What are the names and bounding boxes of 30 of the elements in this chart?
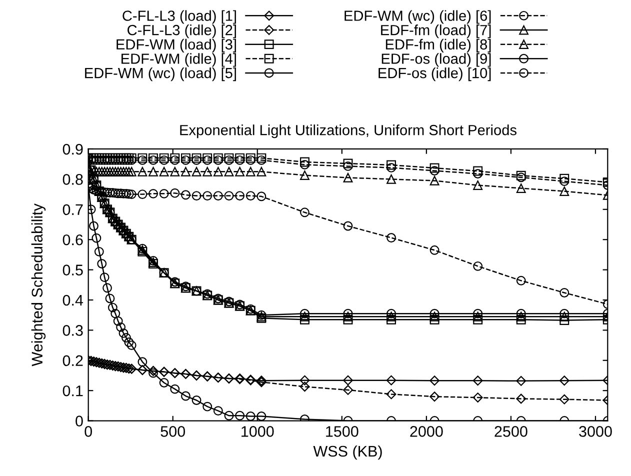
y-tick-label: 0.7 xyxy=(62,204,83,216)
y-tick-label: 0 xyxy=(76,416,83,426)
y-tick-label: 0.9 xyxy=(62,144,83,155)
chart-title: Exponential Light Utilizations, Uniform Short Periods xyxy=(180,124,516,138)
y-tick-label: 0.8 xyxy=(62,174,83,185)
legend-label: EDF-WM (wc) (load) [5] xyxy=(85,68,236,82)
y-axis-title: Weighted Schedulability xyxy=(31,204,46,366)
legend-label: EDF-WM (idle) [4] xyxy=(122,53,236,67)
x-tick-label: 1500 xyxy=(326,426,358,437)
legend-label: EDF-fm (load) [7] xyxy=(381,24,491,38)
x-axis-title: WSS (KB) xyxy=(313,445,382,460)
x-tick-label: 3000 xyxy=(579,426,612,437)
y-tick-label: 0.6 xyxy=(62,234,83,246)
legend-label: EDF-fm (idle) [8] xyxy=(386,38,491,52)
x-tick-label: 1000 xyxy=(242,426,274,437)
legend-label: C-FL-L3 (idle) [2] xyxy=(128,24,236,38)
y-tick-label: 0.3 xyxy=(62,325,83,336)
x-tick-label: 2500 xyxy=(494,426,528,437)
legend-label: EDF-WM (load) [3] xyxy=(116,38,236,52)
y-tick-label: 0.2 xyxy=(62,355,83,366)
y-tick-label: 0.4 xyxy=(62,294,84,306)
x-tick-label: 500 xyxy=(160,426,186,437)
legend-label: EDF-os (load) [9] xyxy=(382,53,491,67)
x-tick-label: 2000 xyxy=(410,426,443,437)
y-tick-label: 0.1 xyxy=(62,385,83,396)
y-tick-label: 0.5 xyxy=(62,264,83,276)
x-tick-label: 0 xyxy=(84,426,92,437)
legend-label: C-FL-L3 (load) [1] xyxy=(122,10,236,24)
legend-label: EDF-os (idle) [10] xyxy=(378,68,491,82)
legend-label: EDF-WM (wc) (idle) [6] xyxy=(344,10,491,24)
